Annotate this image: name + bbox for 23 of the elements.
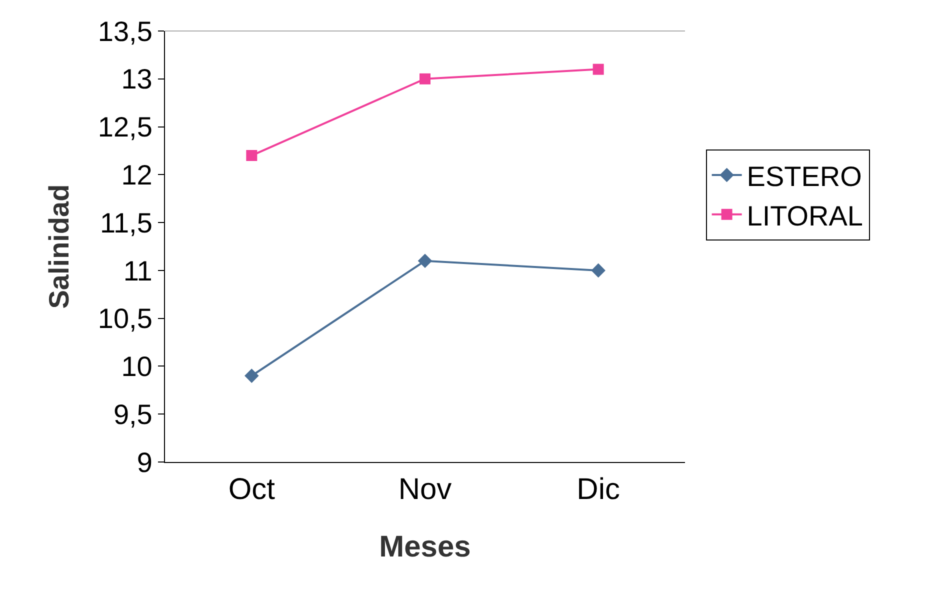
point — [591, 263, 606, 278]
y-tick-label: 11,5 — [100, 207, 152, 238]
y-tick-label: 10,5 — [98, 303, 152, 334]
legend-label: LITORAL — [746, 200, 864, 232]
y-tick-label: 9,5 — [113, 398, 152, 430]
y-tick-label: 12,5 — [98, 112, 152, 143]
x-axis-title: Meses — [379, 530, 471, 564]
legend-label: ESTERO — [746, 160, 862, 192]
y-tick-label: 11 — [123, 255, 152, 286]
x-tick-label: Oct — [228, 473, 276, 506]
point — [420, 73, 430, 84]
point — [418, 254, 432, 268]
point — [592, 64, 604, 75]
point — [244, 368, 259, 383]
y-axis-title: Salinidad — [44, 184, 75, 309]
x-tick-label: Nov — [398, 473, 452, 506]
y-tick-label: 13,5 — [98, 16, 152, 47]
x-tick-label: Dic — [576, 473, 620, 506]
y-tick-label: 13 — [121, 64, 152, 95]
y-tick-label: 10 — [121, 351, 152, 382]
point — [246, 150, 258, 162]
y-tick-label: 9 — [136, 446, 152, 478]
y-tick-label: 12 — [121, 159, 152, 190]
